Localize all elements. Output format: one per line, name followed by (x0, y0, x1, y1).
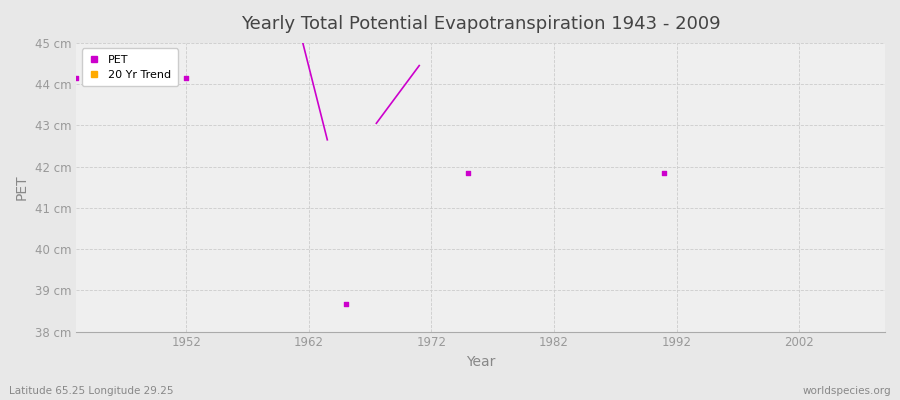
Title: Yearly Total Potential Evapotranspiration 1943 - 2009: Yearly Total Potential Evapotranspiratio… (240, 15, 720, 33)
Point (338, 300, 353, 307)
Text: worldspecies.org: worldspecies.org (803, 386, 891, 396)
X-axis label: Year: Year (466, 355, 495, 369)
Point (657, 170, 671, 176)
Y-axis label: PET: PET (15, 174, 29, 200)
Text: Latitude 65.25 Longitude 29.25: Latitude 65.25 Longitude 29.25 (9, 386, 174, 396)
Point (461, 170, 475, 176)
Point (68, 75, 83, 81)
Point (179, 75, 194, 81)
Legend: PET, 20 Yr Trend: PET, 20 Yr Trend (82, 48, 178, 86)
